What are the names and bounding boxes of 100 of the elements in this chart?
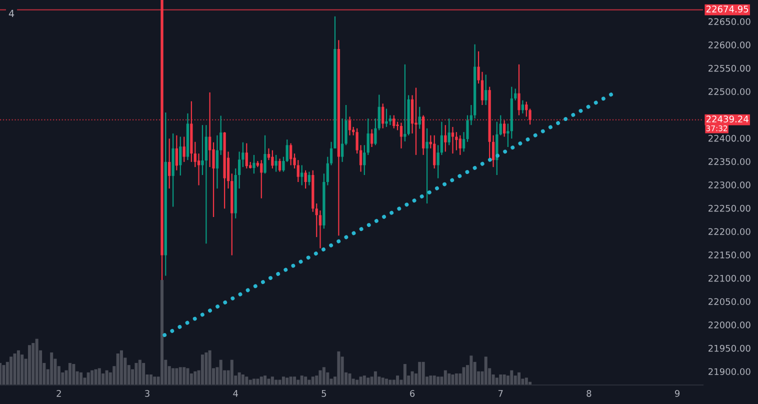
y-tick-label: 21900.00: [708, 368, 750, 376]
bar: [86, 372, 90, 385]
candlestick: [304, 170, 307, 190]
candlestick: [179, 136, 182, 176]
bar: [105, 370, 108, 385]
bar: [13, 354, 16, 385]
bar: [264, 376, 267, 385]
y-tick-label: 22650.00: [708, 18, 750, 26]
bar: [267, 378, 270, 385]
bar: [98, 368, 101, 385]
bar: [359, 376, 362, 385]
bar: [80, 372, 83, 385]
candlestick: [245, 142, 248, 170]
bar: [20, 354, 24, 385]
x-tick-label: 6: [410, 390, 415, 397]
x-tick-label: 5: [322, 390, 326, 397]
bar: [134, 362, 138, 385]
bar: [322, 367, 326, 385]
bar: [138, 360, 142, 385]
candlestick: [444, 124, 447, 152]
candlestick: [385, 108, 388, 128]
bar: [252, 378, 256, 385]
bar: [116, 354, 120, 385]
bar: [510, 370, 514, 385]
bar: [499, 374, 502, 385]
bar: [172, 368, 175, 385]
candlestick: [318, 210, 322, 249]
candlestick: [182, 136, 186, 162]
candlestick: [260, 160, 263, 199]
bar: [153, 376, 156, 385]
bar: [337, 351, 340, 385]
candlestick: [308, 171, 311, 186]
candlestick: [340, 118, 344, 162]
bar: [410, 371, 414, 385]
bar: [495, 378, 498, 385]
x-tick-label: 8: [586, 390, 592, 397]
bar: [200, 354, 204, 385]
bar: [403, 364, 406, 385]
candlestick: [514, 88, 517, 101]
x-tick-label: 7: [498, 390, 503, 397]
bar: [230, 360, 234, 385]
candlestick: [271, 150, 274, 170]
y-tick-label: 22600.00: [708, 42, 750, 48]
bar: [289, 376, 292, 385]
bar: [484, 356, 488, 385]
bar: [175, 368, 178, 385]
y-tick-label: 22150.00: [708, 252, 750, 258]
bar: [429, 376, 432, 385]
candlestick: [252, 154, 256, 174]
ref-line-label: 22439.24: [706, 116, 748, 122]
bar: [381, 378, 384, 385]
bar: [366, 378, 370, 385]
candlestick: [366, 118, 370, 156]
candlestick: [418, 106, 421, 130]
bar: [311, 376, 314, 385]
bar: [32, 343, 35, 385]
bar: [2, 365, 6, 385]
bar: [120, 350, 123, 385]
candlestick: [518, 64, 520, 116]
candlestick: [363, 144, 366, 176]
bar: [422, 362, 425, 385]
candlestick: [484, 74, 488, 106]
bar: [362, 376, 366, 385]
candlestick: [370, 128, 374, 148]
candlestick: [264, 134, 266, 174]
candlestick: [404, 64, 406, 142]
bar: [16, 350, 20, 385]
y-tick-label: 22050.00: [708, 298, 750, 306]
bar: [448, 373, 451, 385]
candlestick: [525, 101, 528, 118]
bar: [10, 356, 13, 385]
bar: [444, 370, 447, 385]
bar: [293, 376, 296, 385]
candlestick: [278, 158, 282, 172]
bar: [160, 280, 164, 385]
candlestick: [433, 134, 436, 170]
bar: [149, 374, 152, 385]
y-tick-label: 22550.00: [708, 64, 750, 72]
y-tick-label: 22250.00: [708, 204, 750, 212]
candlestick: [426, 128, 428, 204]
y-tick-label: 21950.00: [708, 344, 750, 352]
bar: [241, 374, 244, 385]
y-tick-label: 22350.00: [708, 158, 750, 166]
candlestick: [204, 124, 208, 244]
x-tick-label: 2: [56, 390, 61, 397]
candlestick: [197, 152, 200, 186]
bar: [219, 360, 222, 385]
bar: [348, 373, 352, 385]
candlestick: [175, 134, 178, 171]
bar: [90, 370, 94, 385]
candlestick: [458, 134, 462, 156]
annotation: 4: [8, 10, 14, 18]
candlestick: [168, 138, 171, 190]
bar: [28, 345, 32, 385]
candlestick: [296, 160, 300, 183]
bar: [462, 367, 466, 385]
x-tick-label: 3: [145, 390, 150, 397]
bar: [451, 374, 454, 385]
bar: [318, 370, 322, 385]
bar: [454, 373, 458, 385]
